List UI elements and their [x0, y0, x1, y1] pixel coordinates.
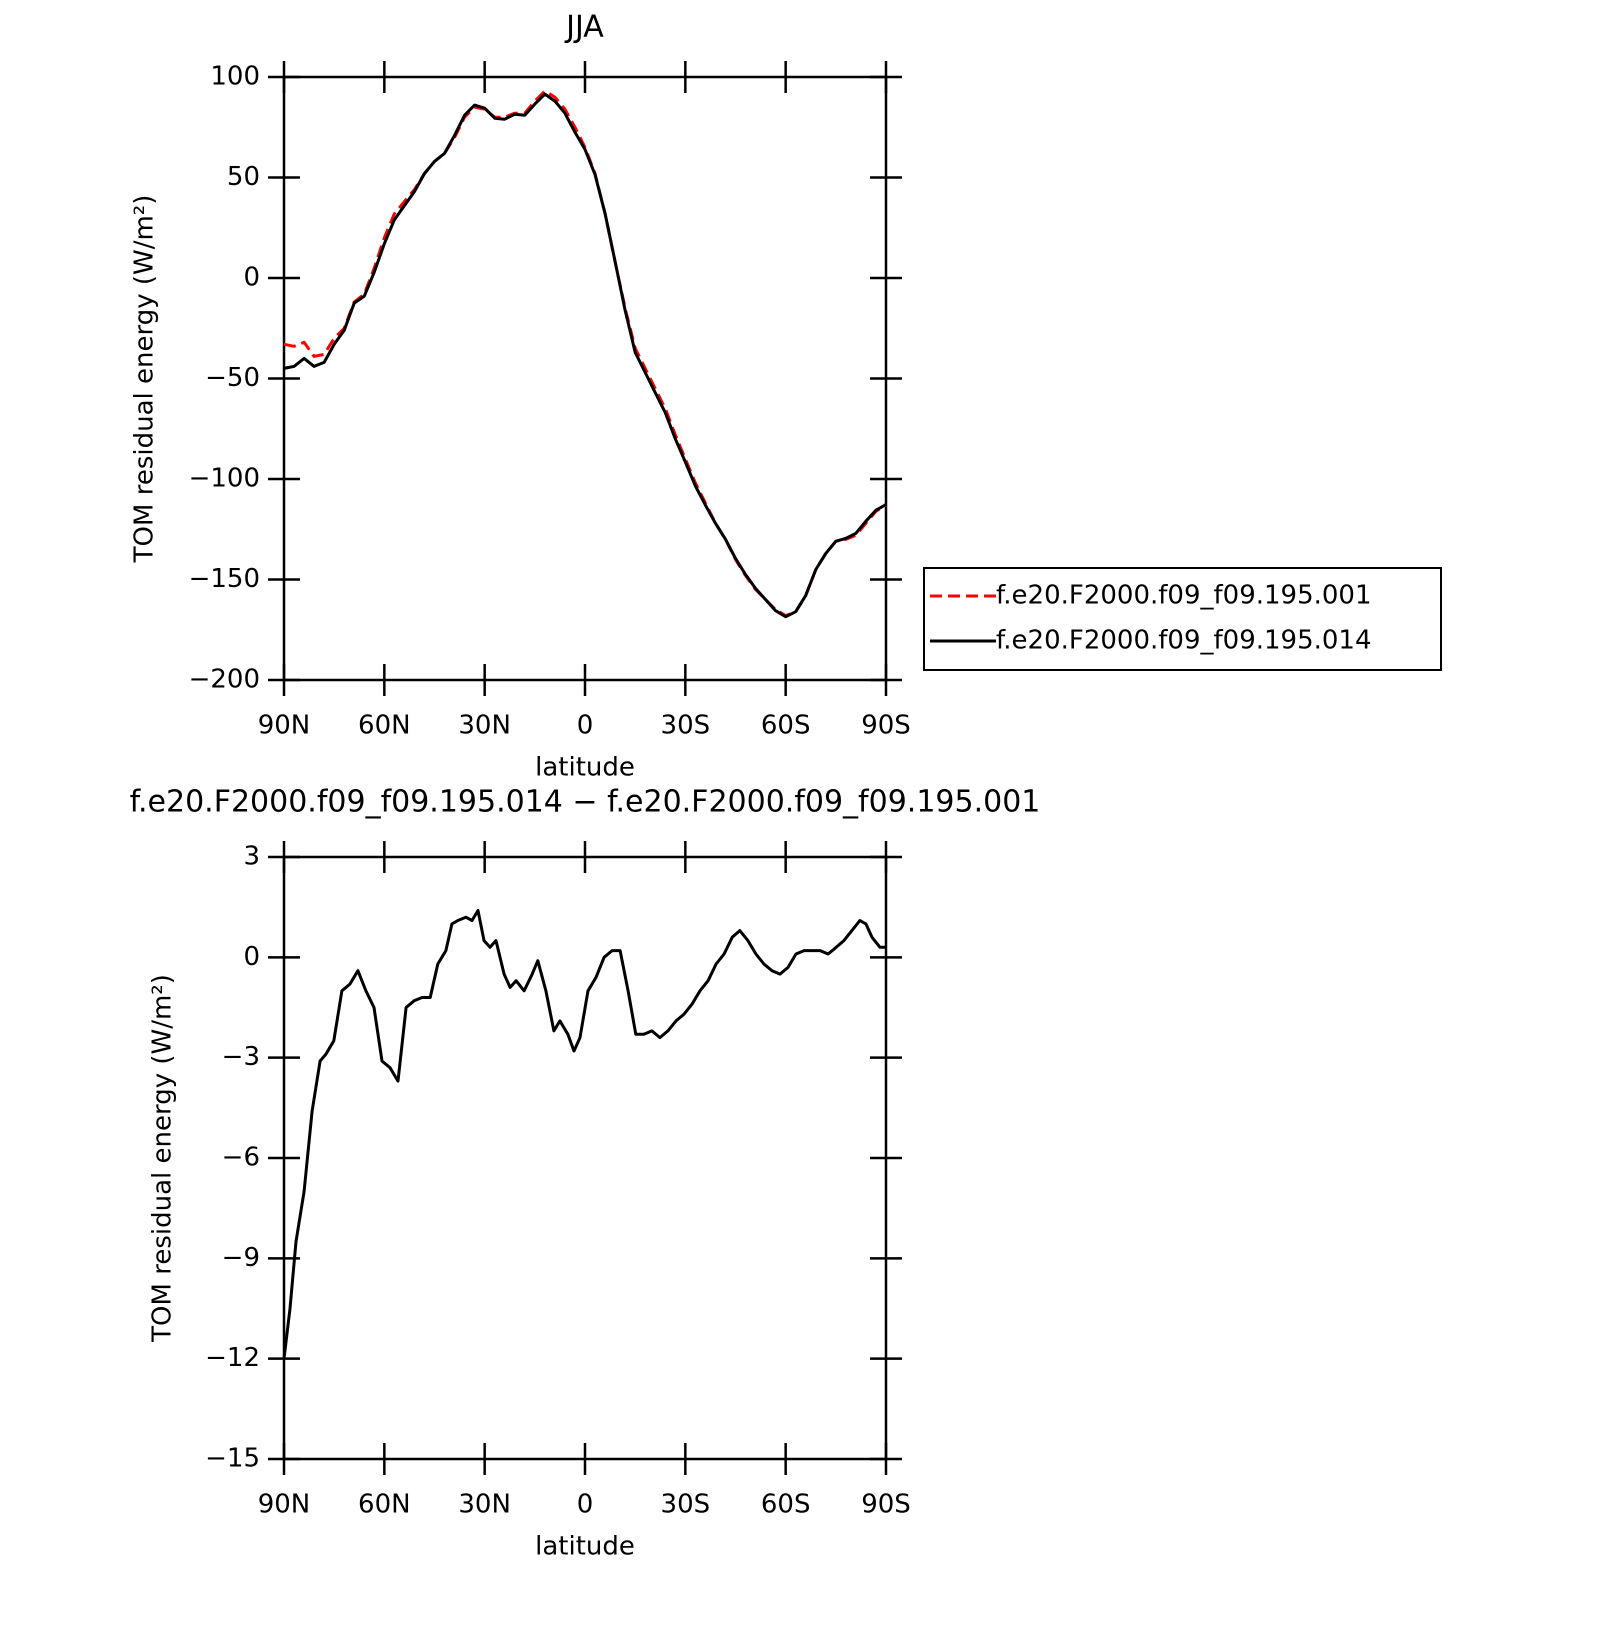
x-axis-label: latitude	[535, 1532, 635, 1562]
y-tick-label: −12	[205, 1343, 260, 1373]
x-tick-label: 90N	[258, 711, 311, 741]
y-tick-label: −3	[222, 1042, 260, 1072]
x-tick-label: 60S	[761, 1490, 811, 1520]
y-tick-label: 3	[243, 842, 260, 872]
y-tick-label: 0	[243, 263, 260, 293]
x-tick-label: 90S	[861, 1490, 911, 1520]
legend-label: f.e20.F2000.f09_f09.195.014	[996, 626, 1372, 656]
data-line	[283, 92, 887, 619]
y-tick-label: 0	[243, 942, 260, 972]
y-tick-label: 50	[227, 162, 260, 192]
plot-frame	[282, 855, 888, 1461]
legend-box	[923, 567, 1442, 671]
y-tick-label: −50	[205, 363, 260, 393]
y-axis-label: TOM residual energy (W/m²)	[130, 195, 160, 564]
x-tick-label: 60S	[761, 711, 811, 741]
chart-title: JJA	[564, 10, 604, 45]
x-tick-label: 90S	[861, 711, 911, 741]
y-tick-label: −9	[222, 1243, 260, 1273]
legend-label: f.e20.F2000.f09_f09.195.001	[996, 581, 1372, 611]
y-tick-label: −200	[189, 665, 260, 695]
y-tick-label: −150	[189, 564, 260, 594]
y-tick-label: 100	[210, 62, 260, 92]
y-axis-label: TOM residual energy (W/m²)	[148, 974, 178, 1343]
x-tick-label: 30S	[661, 1490, 711, 1520]
x-tick-label: 90N	[258, 1490, 311, 1520]
x-tick-label: 60N	[358, 1490, 411, 1520]
data-line	[282, 909, 886, 1359]
data-line	[283, 89, 887, 618]
x-tick-label: 30S	[661, 711, 711, 741]
plot-frame	[282, 75, 888, 682]
x-tick-label: 0	[577, 711, 594, 741]
x-tick-label: 30N	[458, 1490, 511, 1520]
y-tick-label: −15	[205, 1444, 260, 1474]
x-axis-label: latitude	[535, 753, 635, 783]
y-tick-label: −100	[189, 464, 260, 494]
y-tick-label: −6	[222, 1143, 260, 1173]
x-tick-label: 0	[577, 1490, 594, 1520]
x-tick-label: 30N	[458, 711, 511, 741]
x-tick-label: 60N	[358, 711, 411, 741]
chart-title: f.e20.F2000.f09_f09.195.014 − f.e20.F200…	[130, 785, 1041, 820]
